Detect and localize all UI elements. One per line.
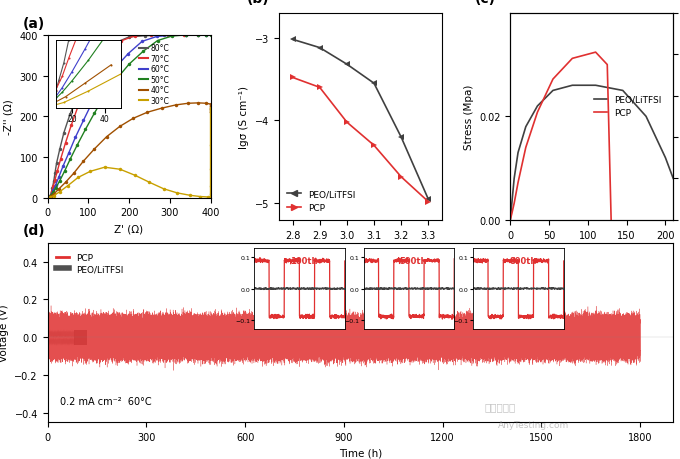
X-axis label: Z' (Ω): Z' (Ω) xyxy=(114,224,143,234)
Y-axis label: Voltage (V): Voltage (V) xyxy=(0,304,9,362)
Text: 0.2 mA cm⁻²  60°C: 0.2 mA cm⁻² 60°C xyxy=(60,397,152,406)
X-axis label: 1000/T (K⁻¹): 1000/T (K⁻¹) xyxy=(328,246,392,256)
Legend: PCP, PEO/LiTFSI: PCP, PEO/LiTFSI xyxy=(52,250,127,277)
X-axis label: Time (h): Time (h) xyxy=(339,448,382,458)
Y-axis label: -Z'' (Ω): -Z'' (Ω) xyxy=(4,99,14,135)
Text: (c): (c) xyxy=(475,0,496,6)
Legend: 80°C, 70°C, 60°C, 50°C, 40°C, 30°C: 80°C, 70°C, 60°C, 50°C, 40°C, 30°C xyxy=(136,41,173,109)
Text: (a): (a) xyxy=(23,17,46,31)
X-axis label: Strain (%): Strain (%) xyxy=(566,246,618,256)
Text: 客观分析网: 客观分析网 xyxy=(484,401,515,411)
Y-axis label: lgσ (S cm⁻¹): lgσ (S cm⁻¹) xyxy=(239,86,250,148)
Legend: PEO/LiTFSI, PCP: PEO/LiTFSI, PCP xyxy=(284,186,359,216)
Legend: PEO/LiTFSI, PCP: PEO/LiTFSI, PCP xyxy=(590,92,666,122)
Y-axis label: Stress (Mpa): Stress (Mpa) xyxy=(464,84,473,150)
Text: (b): (b) xyxy=(246,0,269,6)
Text: (d): (d) xyxy=(22,224,45,237)
Text: AnyTesting.com: AnyTesting.com xyxy=(498,420,569,429)
